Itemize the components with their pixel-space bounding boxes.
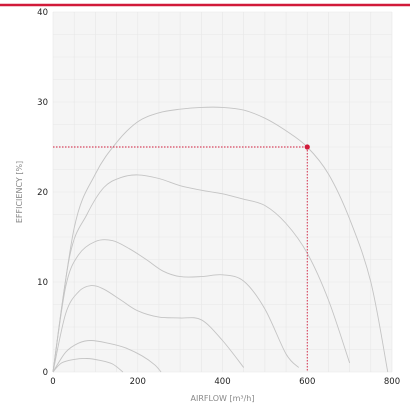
tick-labels: 0 200 400 600 800 0 10 20 30 40 [37,8,400,387]
y-tick-label: 10 [37,278,48,288]
efficiency-curve-3 [52,239,300,373]
y-tick-label: 0 [43,368,48,378]
y-axis-title: EFFICIENCY [%] [15,161,24,223]
y-tick-label: 40 [37,8,48,18]
x-tick-label: 200 [130,377,146,387]
efficiency-curve-6 [52,358,124,373]
operating-point [304,144,310,150]
efficiency-curve-1 [52,106,389,373]
efficiency-curve-4 [52,285,245,373]
efficiency-curve-5 [52,340,162,373]
x-tick-label: 0 [50,377,55,387]
x-tick-label: 400 [214,377,230,387]
y-tick-label: 20 [37,188,48,198]
x-axis-title: AIRFLOW [m³/h] [191,394,255,403]
y-tick-label: 30 [37,98,48,108]
x-tick-label: 600 [299,377,315,387]
efficiency-curve-2 [52,174,351,373]
grid [52,11,393,373]
x-tick-label: 800 [384,377,400,387]
curves [52,106,389,373]
operating-point-group [53,144,310,372]
